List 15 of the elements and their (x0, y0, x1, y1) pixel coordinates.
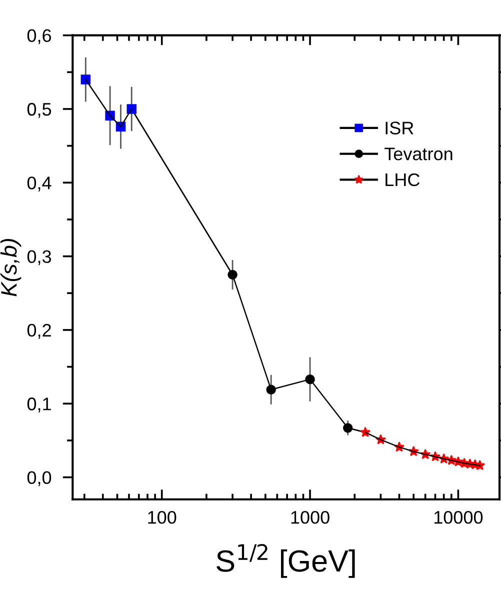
y-tick-label: 0,3 (27, 250, 52, 266)
legend-label: Tevatron (384, 148, 452, 160)
y-axis-title: K(s,b) (0, 239, 22, 296)
y-tick-label: 0,2 (27, 324, 51, 339)
legend-label: ISR (386, 122, 414, 134)
x-tick-label: 1000 (291, 510, 330, 524)
y-tick-label: 0,4 (27, 176, 52, 192)
x-tick-label: 10000 (434, 510, 483, 524)
y-tick-label: 0,0 (27, 471, 52, 486)
x-axis-title: S$^{1/2}$ [GeV] (216, 544, 355, 578)
y-tick-label: 0,5 (27, 102, 52, 118)
legend-label: LHC (386, 173, 420, 186)
y-tick-label: 0,1 (27, 398, 51, 412)
x-tick-label: 100 (148, 510, 176, 524)
y-tick-label: 0,6 (27, 29, 52, 44)
